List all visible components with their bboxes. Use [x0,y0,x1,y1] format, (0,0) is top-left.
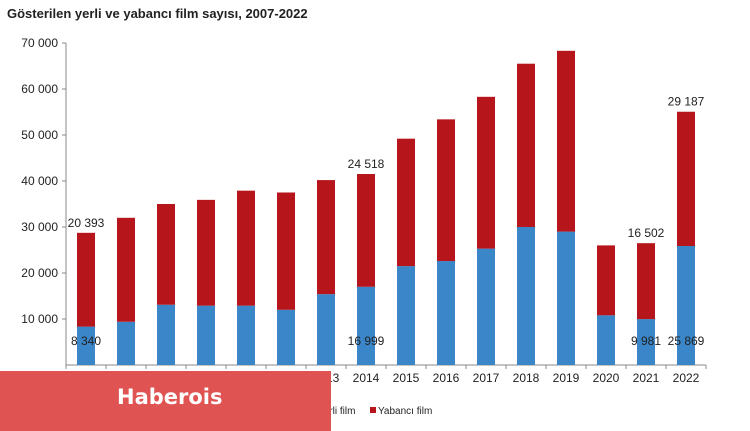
bar-yabanci-2017 [477,96,495,249]
bar-yabanci-2022 [677,111,695,247]
bar-yabanci-2021 [637,243,655,320]
data-label-2007: 8 340 [71,334,101,348]
bar-yabanci-2009 [157,204,175,305]
y-tick-label: 30 000 [21,220,58,234]
bar-yabanci-2010 [197,199,215,306]
bar-yabanci-2019 [557,50,575,232]
bar-yabanci-2013 [317,180,335,295]
data-label-2021: 9 981 [631,334,661,348]
bar-yabanci-2014 [357,174,375,287]
bar-yabanci-2008 [117,217,135,322]
bar-yerli-2022 [677,246,695,365]
y-tick-label: 70 000 [21,36,58,50]
bar-yabanci-2016 [437,119,455,262]
bar-yerli-2011 [237,305,255,365]
legend-label: Yerli film [318,406,355,417]
bar-yerli-2021 [637,319,655,365]
bar-yerli-2014 [357,286,375,365]
data-label-2007: 20 393 [68,216,105,230]
y-tick-label: 10 000 [21,312,58,326]
x-tick-label: 2021 [633,371,660,385]
bar-yerli-2015 [397,266,415,365]
bar-yerli-2017 [477,248,495,365]
bar-yabanci-2018 [517,63,535,228]
legend-swatch [370,407,376,413]
x-tick-label: 2022 [673,371,700,385]
x-tick-label: 2016 [433,371,460,385]
bar-yerli-2018 [517,227,535,365]
data-label-2022: 25 869 [668,334,705,348]
chart-title: Gösterilen yerli ve yabancı film sayısı,… [7,6,308,21]
y-tick-label: 50 000 [21,128,58,142]
bar-yerli-2016 [437,261,455,365]
y-tick-label: 20 000 [21,266,58,280]
bar-yerli-2020 [597,315,615,365]
bar-yerli-2012 [277,309,295,365]
data-labels: 20 393 8 340 24 518 16 999 16 502 9 981 29 187… [68,95,705,348]
bar-yerli-2010 [197,305,215,365]
bar-yerli-2013 [317,294,335,365]
bar-yerli-2007 [77,326,95,365]
x-tick-label: 2019 [553,371,580,385]
watermark-text: Haberois [117,385,223,409]
x-tick-label: 2014 [353,371,380,385]
bar-yerli-2009 [157,304,175,365]
legend-label: Yabancı film [378,406,432,417]
watermark-banner: Haberois [0,371,331,431]
data-label-2022: 29 187 [668,95,705,109]
y-tick-label: 60 000 [21,82,58,96]
bar-yabanci-2011 [237,190,255,306]
bars [77,50,695,365]
x-tick-label: 2018 [513,371,540,385]
x-tick-label: 2020 [593,371,620,385]
bar-yerli-2008 [117,321,135,365]
data-label-2014: 24 518 [348,157,385,171]
bar-yabanci-2015 [397,138,415,267]
data-label-2021: 16 502 [628,226,665,240]
bar-yerli-2019 [557,231,575,365]
x-tick-label: 2015 [393,371,420,385]
x-tick-label: 2017 [473,371,500,385]
data-label-2014: 16 999 [348,334,385,348]
y-tick-label: 40 000 [21,174,58,188]
bar-yabanci-2007 [77,232,95,327]
bar-yabanci-2012 [277,192,295,310]
bar-yabanci-2020 [597,245,615,316]
